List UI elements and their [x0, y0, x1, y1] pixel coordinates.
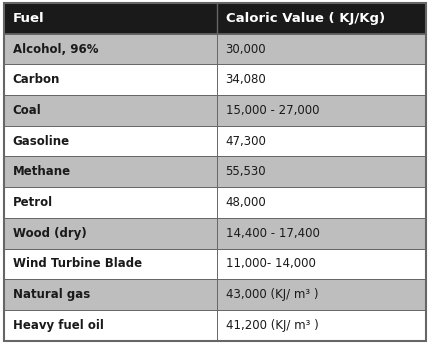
Text: Caloric Value ( KJ/Kg): Caloric Value ( KJ/Kg): [225, 12, 385, 25]
Text: 34,080: 34,080: [225, 73, 266, 86]
Text: 48,000: 48,000: [225, 196, 266, 209]
Text: Alcohol, 96%: Alcohol, 96%: [13, 43, 98, 55]
Bar: [4, 157, 426, 187]
Bar: [4, 34, 426, 64]
Text: Fuel: Fuel: [13, 12, 44, 25]
Text: 14,400 - 17,400: 14,400 - 17,400: [225, 227, 319, 240]
Bar: [4, 187, 426, 218]
Bar: [4, 126, 426, 157]
Text: Petrol: Petrol: [13, 196, 53, 209]
Text: Coal: Coal: [13, 104, 41, 117]
Text: 15,000 - 27,000: 15,000 - 27,000: [225, 104, 319, 117]
Bar: [4, 218, 426, 248]
Text: 30,000: 30,000: [225, 43, 266, 55]
Text: Wind Turbine Blade: Wind Turbine Blade: [13, 257, 142, 270]
Text: 41,200 (KJ/ m³ ): 41,200 (KJ/ m³ ): [225, 319, 318, 332]
Text: Gasoline: Gasoline: [13, 135, 70, 148]
Bar: [4, 64, 426, 95]
Bar: [4, 95, 426, 126]
Bar: [4, 3, 426, 34]
Text: Carbon: Carbon: [13, 73, 60, 86]
Bar: [4, 279, 426, 310]
Bar: [4, 310, 426, 341]
Text: Natural gas: Natural gas: [13, 288, 90, 301]
Bar: [4, 248, 426, 279]
Text: 11,000- 14,000: 11,000- 14,000: [225, 257, 316, 270]
Text: 47,300: 47,300: [225, 135, 267, 148]
Text: Methane: Methane: [13, 165, 71, 178]
Text: 43,000 (KJ/ m³ ): 43,000 (KJ/ m³ ): [225, 288, 318, 301]
Text: Heavy fuel oil: Heavy fuel oil: [13, 319, 104, 332]
Text: Wood (dry): Wood (dry): [13, 227, 86, 240]
Text: 55,530: 55,530: [225, 165, 266, 178]
